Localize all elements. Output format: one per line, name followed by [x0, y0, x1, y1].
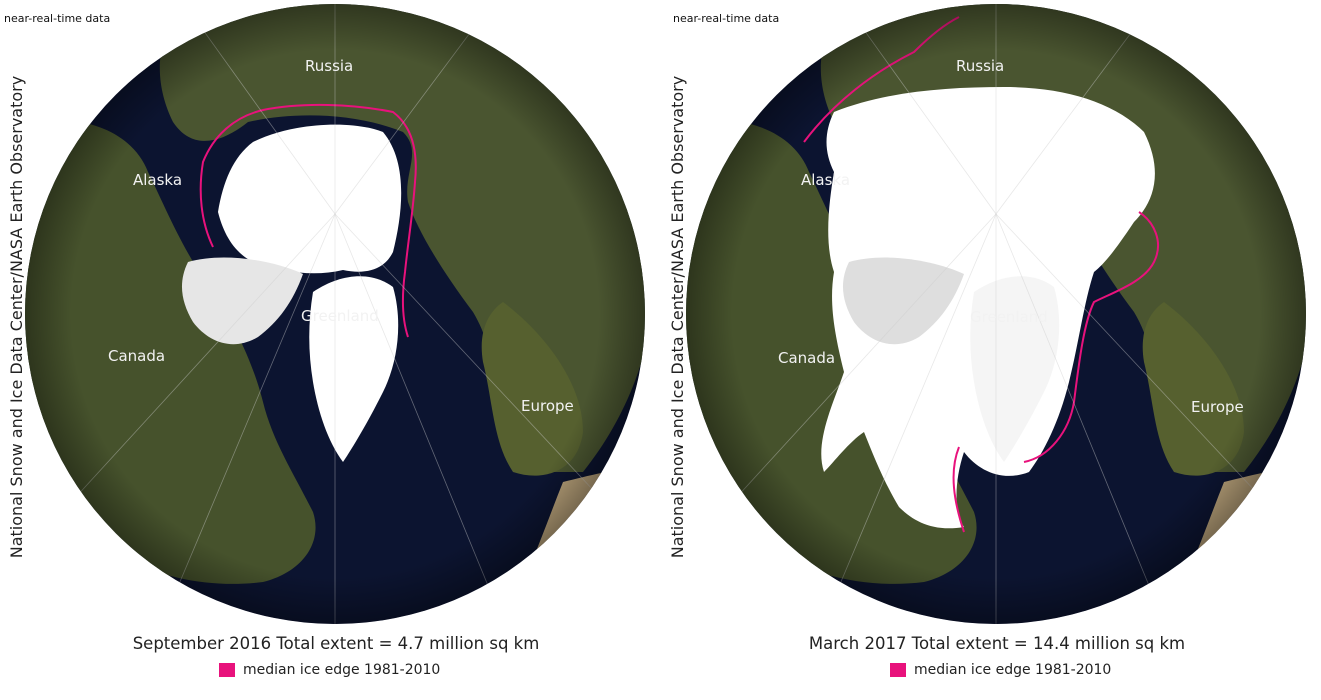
label-greenland: Greenland [301, 307, 379, 325]
legend: median ice edge 1981-2010 [219, 661, 440, 679]
legend-label: median ice edge 1981-2010 [243, 662, 441, 678]
label-europe: Europe [521, 397, 574, 415]
label-europe: Europe [1191, 398, 1244, 416]
label-greenland: Greenland [970, 308, 1048, 326]
label-canada: Canada [108, 347, 165, 365]
median-ice-edge-swatch [219, 663, 235, 677]
arctic-globe-map: Russia Alaska Canada Greenland Europe [25, 4, 645, 624]
label-russia: Russia [305, 57, 353, 75]
near-real-time-label: near-real-time data [673, 12, 780, 25]
map-caption: September 2016 Total extent = 4.7 millio… [132, 634, 540, 653]
legend-label: median ice edge 1981-2010 [914, 662, 1112, 678]
label-alaska: Alaska [801, 171, 850, 189]
median-ice-edge-swatch [890, 663, 906, 677]
near-real-time-label: near-real-time data [4, 12, 111, 25]
label-russia: Russia [956, 57, 1004, 75]
label-alaska: Alaska [133, 171, 182, 189]
arctic-globe-map: Russia Alaska Canada Greenland Europe [686, 4, 1306, 624]
map-caption: March 2017 Total extent = 14.4 million s… [808, 634, 1186, 653]
map-panel-march-2017: near-real-time data National Snow and Ic… [661, 0, 1321, 700]
label-canada: Canada [778, 349, 835, 367]
legend: median ice edge 1981-2010 [890, 661, 1111, 679]
map-panel-september-2016: near-real-time data National Snow and Ic… [0, 0, 660, 700]
